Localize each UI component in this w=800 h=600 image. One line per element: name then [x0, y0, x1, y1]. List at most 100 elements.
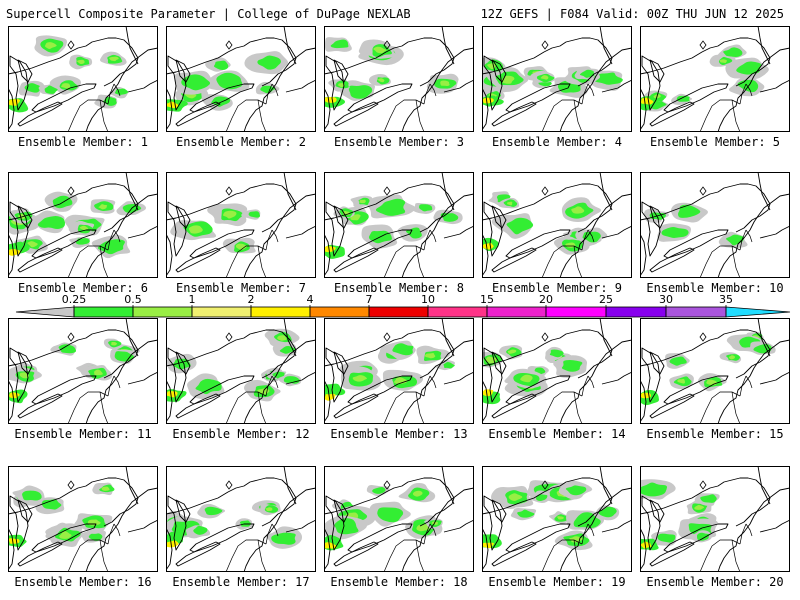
- map-boundary-line: [125, 466, 139, 505]
- map-boundary-line: [285, 225, 316, 239]
- location-marker-icon: [541, 40, 549, 50]
- map-boundary-line: [67, 391, 109, 424]
- map-boundary-line: [85, 339, 158, 424]
- member-map: [482, 172, 632, 278]
- scp-contour-green: [248, 211, 261, 218]
- map-boundary-line: [324, 329, 455, 379]
- member-label: Ensemble Member: 4: [491, 135, 623, 149]
- map-boundary-line: [347, 83, 413, 113]
- map-boundary-line: [107, 229, 115, 251]
- map-boundary-line: [731, 391, 741, 424]
- map-boundary-line: [415, 245, 425, 278]
- map-boundary-line: [225, 539, 267, 572]
- map-boundary-line: [483, 495, 503, 551]
- ensemble-member-panel: Ensemble Member: 11: [8, 318, 158, 448]
- scp-contour-lightgreen: [109, 56, 119, 62]
- member-label: Ensemble Member: 19: [488, 575, 626, 589]
- map-boundary-line: [641, 495, 661, 551]
- scp-contour-lightgreen: [79, 225, 89, 231]
- map-boundary-line: [663, 523, 729, 553]
- map-boundary-line: [257, 539, 267, 572]
- location-marker-icon: [541, 332, 549, 342]
- map-boundary-line: [641, 201, 661, 257]
- scp-contour-green: [37, 216, 66, 230]
- map-boundary-line: [31, 375, 97, 405]
- map-boundary-line: [649, 393, 695, 419]
- member-map: [166, 26, 316, 132]
- location-marker-icon: [225, 40, 233, 50]
- colorbar-segment: [725, 306, 791, 318]
- scp-contour-green: [260, 85, 276, 94]
- ensemble-member-panel: Ensemble Member: 2: [166, 26, 316, 156]
- map-boundary-line: [17, 499, 33, 523]
- location-marker-icon: [699, 332, 707, 342]
- member-map: [640, 26, 790, 132]
- map-boundary-line: [640, 233, 647, 277]
- map-boundary-line: [505, 375, 571, 405]
- map-boundary-line: [573, 99, 583, 132]
- scp-contour-green: [330, 39, 349, 49]
- map-boundary-line: [324, 87, 331, 131]
- map-boundary-line: [759, 519, 790, 533]
- scp-field: [640, 331, 776, 406]
- map-boundary-line: [324, 527, 331, 571]
- scp-contour-green: [661, 227, 689, 238]
- map-boundary-line: [699, 99, 741, 132]
- scp-contour-lightgreen: [338, 83, 345, 88]
- colorbar-segment: [132, 306, 193, 318]
- location-marker-icon: [225, 186, 233, 196]
- map-boundary-line: [599, 466, 613, 505]
- scp-contour-green: [375, 198, 406, 216]
- map-boundary-line: [17, 205, 33, 229]
- member-map: [8, 318, 158, 424]
- map-boundary-line: [599, 318, 613, 357]
- scp-contour-lightgreen: [19, 372, 30, 379]
- scp-contour-green: [257, 55, 282, 70]
- member-label: Ensemble Member: 17: [172, 575, 310, 589]
- map-boundary-line: [739, 375, 747, 397]
- map-boundary-line: [423, 229, 431, 251]
- map-boundary-line: [581, 375, 589, 397]
- map-boundary-line: [8, 379, 15, 423]
- map-boundary-line: [641, 347, 661, 403]
- scp-contour-green: [579, 69, 595, 78]
- map-boundary-line: [113, 523, 121, 537]
- map-boundary-line: [167, 347, 187, 403]
- member-label: Ensemble Member: 10: [646, 281, 784, 295]
- map-boundary-line: [559, 193, 632, 278]
- scp-contour-green: [195, 378, 222, 395]
- scp-contour-lightgreen: [59, 531, 72, 539]
- scp-contour-lightgreen: [728, 355, 735, 360]
- map-boundary-line: [175, 393, 221, 419]
- scp-contour-yellow: [8, 538, 20, 544]
- scp-contour-green: [22, 490, 42, 501]
- scp-contour-green: [377, 507, 404, 523]
- scp-contour-green: [334, 518, 359, 535]
- member-map: [166, 318, 316, 424]
- map-boundary-line: [757, 172, 771, 211]
- scp-contour-green: [594, 72, 623, 85]
- scp-field: [8, 191, 147, 259]
- scp-contour-lightgreen: [373, 46, 387, 54]
- map-boundary-line: [441, 26, 455, 65]
- map-boundary-line: [649, 247, 695, 273]
- map-boundary-line: [107, 523, 115, 545]
- scp-contour-lightgreen: [352, 375, 367, 382]
- ensemble-member-panel: Ensemble Member: 6: [8, 172, 158, 302]
- map-boundary-line: [757, 466, 771, 505]
- location-marker-icon: [225, 480, 233, 490]
- map-boundary-line: [175, 499, 191, 523]
- map-boundary-line: [559, 47, 632, 132]
- scp-contour-green: [24, 83, 41, 93]
- map-boundary-line: [166, 329, 297, 379]
- map-boundary-line: [17, 351, 33, 375]
- scp-field: [482, 480, 620, 551]
- map-boundary-line: [757, 26, 771, 65]
- member-label: Ensemble Member: 7: [175, 281, 307, 295]
- map-boundary-line: [333, 205, 349, 229]
- scp-contour-lightgreen: [76, 59, 85, 65]
- location-marker-icon: [699, 186, 707, 196]
- scp-contour-green: [669, 356, 687, 366]
- scp-field: [166, 51, 289, 112]
- map-boundary-line: [175, 59, 191, 83]
